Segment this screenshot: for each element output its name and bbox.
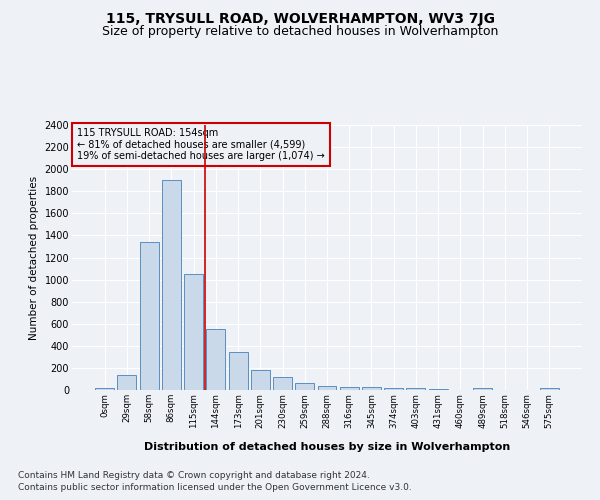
Bar [184, 274, 203, 390]
Bar [317, 386, 337, 390]
Text: Size of property relative to detached houses in Wolverhampton: Size of property relative to detached ho… [102, 25, 498, 38]
Bar [206, 330, 225, 390]
Text: Contains HM Land Registry data © Crown copyright and database right 2024.: Contains HM Land Registry data © Crown c… [18, 471, 370, 480]
Bar [295, 384, 314, 390]
Bar [406, 388, 425, 390]
Bar [540, 388, 559, 390]
Text: Contains public sector information licensed under the Open Government Licence v3: Contains public sector information licen… [18, 484, 412, 492]
Text: Distribution of detached houses by size in Wolverhampton: Distribution of detached houses by size … [144, 442, 510, 452]
Bar [118, 375, 136, 390]
Bar [473, 388, 492, 390]
Bar [362, 387, 381, 390]
Bar [140, 242, 158, 390]
Bar [340, 386, 359, 390]
Bar [384, 388, 403, 390]
Bar [162, 180, 181, 390]
Bar [251, 370, 270, 390]
Bar [229, 352, 248, 390]
Y-axis label: Number of detached properties: Number of detached properties [29, 176, 39, 340]
Text: 115 TRYSULL ROAD: 154sqm
← 81% of detached houses are smaller (4,599)
19% of sem: 115 TRYSULL ROAD: 154sqm ← 81% of detach… [77, 128, 325, 161]
Bar [95, 388, 114, 390]
Text: 115, TRYSULL ROAD, WOLVERHAMPTON, WV3 7JG: 115, TRYSULL ROAD, WOLVERHAMPTON, WV3 7J… [106, 12, 494, 26]
Bar [273, 378, 292, 390]
